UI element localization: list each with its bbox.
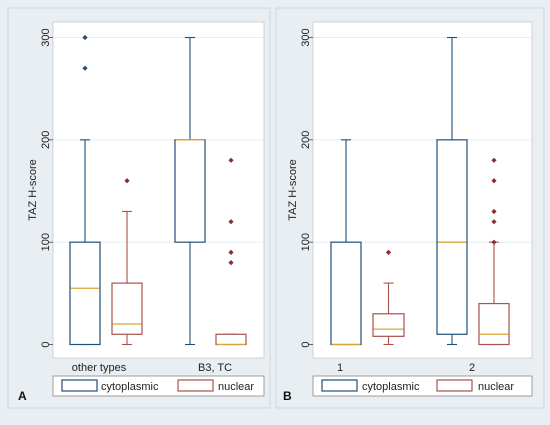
panel-b-boxes [330, 36, 510, 346]
panel-b-cytoplasmic-cat2-box [436, 139, 468, 335]
panel-a-legend-key-nuclear [177, 379, 214, 392]
panel-b-y-tick-label-200: 200 [300, 131, 312, 149]
panel-a-y-tick-label-300: 300 [40, 28, 52, 46]
panel-b-letter: B [283, 389, 292, 403]
panel-b-y-ticks: 0 100 200 300 [300, 28, 313, 348]
panel-b-y-tick-label-300: 300 [300, 28, 312, 46]
panel-b: 0 100 200 300 TAZ H-score 1 2 cytoplasmic n… [275, 7, 545, 409]
panel-b-legend-key-nuclear [436, 379, 473, 392]
panel-a-y-tick-label-200: 200 [40, 131, 52, 149]
panel-a-cytoplasmic-cat1-outlier-2 [82, 34, 88, 41]
panel-b-cytoplasmic-cat1-box [330, 241, 362, 346]
panel-a-y-tick-label-100: 100 [40, 233, 52, 251]
panel-b-nuclear-cat2-outlier-5 [491, 157, 497, 163]
panel-b-category-label-1: 1 [337, 362, 343, 374]
panel-b-nuclear-cat1-outlier-1 [385, 249, 392, 255]
panel-b-cytoplasmic-cat1-box-group [330, 139, 362, 346]
panel-a-nuclear-cat2-outlier-2 [228, 249, 234, 255]
panel-a-y-ticks: 0 100 200 300 [40, 28, 53, 348]
panel-a-nuclear-cat2-outlier-3 [228, 219, 234, 225]
panel-b-legend [312, 375, 533, 397]
panel-a-nuclear-cat2-box [215, 333, 247, 346]
panel-a-letter: A [18, 389, 27, 403]
panel-b-legend-label-nuclear: nuclear [478, 381, 514, 393]
panel-a: 0 100 200 300 TAZ H-score other types B3, T… [7, 7, 271, 409]
panel-b-nuclear-cat2-box [478, 302, 510, 346]
panel-a-category-label-2: B3, TC [198, 362, 232, 374]
panel-b-nuclear-cat2-box-group [478, 157, 510, 346]
panel-a-legend-key-cytoplasmic [61, 379, 98, 392]
panel-b-category-label-2: 2 [469, 362, 475, 374]
panel-b-legend-label-cytoplasmic: cytoplasmic [362, 381, 420, 393]
panel-b-nuclear-cat2-outlier-1 [491, 239, 497, 245]
panel-a-cytoplasmic-cat1-box [69, 241, 101, 346]
panel-a-boxes [69, 34, 247, 346]
panel-b-nuclear-cat2-outlier-2 [491, 219, 497, 225]
panel-a-y-tick-label-0: 0 [40, 341, 52, 347]
panel-a-nuclear-cat2-box-group [215, 157, 247, 346]
panel-b-y-axis-label: TAZ H-score [287, 159, 299, 221]
panel-a-nuclear-cat1-box [111, 282, 143, 335]
panel-b-cytoplasmic-cat2-box-group [436, 36, 468, 346]
panel-a-cytoplasmic-cat1-outlier-1 [82, 65, 88, 71]
panel-b-nuclear-cat2-outlier-4 [491, 178, 497, 184]
panel-b-nuclear-cat1-box [372, 313, 405, 337]
panel-b-y-tick-label-0: 0 [300, 341, 312, 347]
panel-a-y-axis-label: TAZ H-score [27, 159, 39, 221]
panel-a-nuclear-cat1-box-group [111, 178, 143, 346]
panel-b-nuclear-cat2-outlier-3 [491, 208, 497, 215]
panel-a-nuclear-cat1-outlier-1 [124, 178, 130, 184]
panel-a-cytoplasmic-cat1-box-group [69, 34, 101, 346]
panel-a-cytoplasmic-cat2-box [174, 139, 206, 243]
panel-a-legend-label-cytoplasmic: cytoplasmic [101, 381, 159, 393]
panel-a-nuclear-cat2-outlier-1 [228, 260, 234, 266]
panel-a-category-label-1: other types [72, 362, 127, 374]
panel-b-legend-key-cytoplasmic [321, 379, 358, 392]
panel-b-y-tick-label-100: 100 [300, 233, 312, 251]
panel-a-legend-label-nuclear: nuclear [218, 381, 254, 393]
panel-b-nuclear-cat1-box-group [372, 249, 405, 346]
panel-a-nuclear-cat2-outlier-4 [228, 157, 234, 163]
panel-a-cytoplasmic-cat2-box-group [174, 36, 206, 346]
